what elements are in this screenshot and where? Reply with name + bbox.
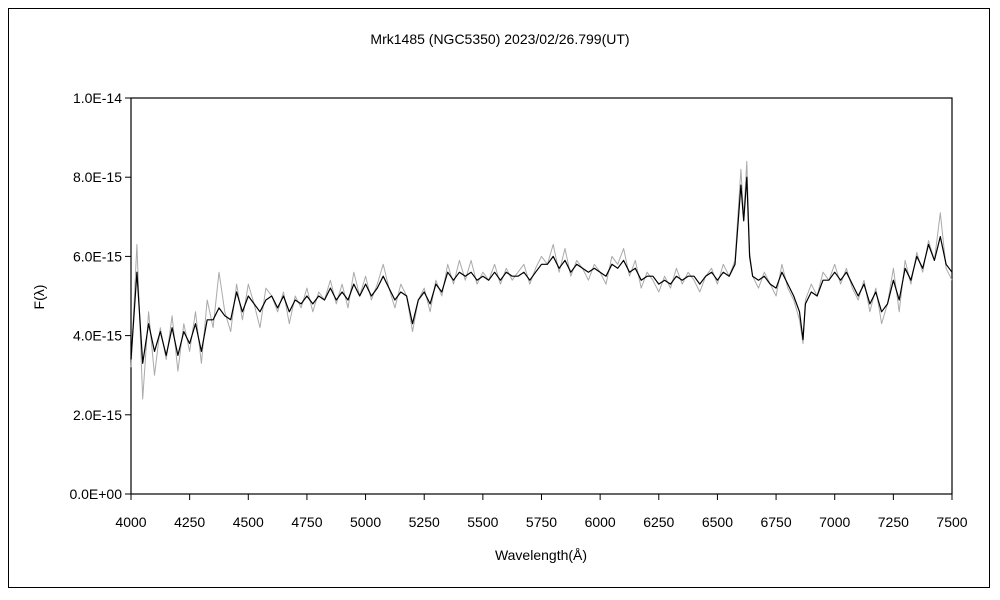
y-tick-label: 4.0E-15 (73, 328, 122, 344)
x-tick-label: 7500 (936, 514, 967, 530)
series-raw-line (130, 160, 953, 400)
x-tick-label: 5000 (350, 514, 381, 530)
x-tick-label: 6750 (760, 514, 791, 530)
x-tick-label: 6250 (643, 514, 674, 530)
series-layer (130, 160, 953, 400)
chart-frame (8, 8, 990, 588)
x-tick-label: 4500 (233, 514, 264, 530)
y-axis-title: F(λ) (31, 285, 47, 310)
y-tick-label: 0.0E+00 (69, 486, 122, 502)
x-axis-title: Wavelength(Å) (495, 547, 587, 563)
x-tick-label: 5750 (526, 514, 557, 530)
y-tick-label: 8.0E-15 (73, 169, 122, 185)
x-tick-label: 6000 (585, 514, 616, 530)
chart-title: Mrk1485 (NGC5350) 2023/02/26.799(UT) (370, 31, 629, 47)
x-axis: 4000 4250 4500 4750 5000 5250 5500 5750 6000 6250… (115, 494, 968, 530)
x-tick-label: 5250 (409, 514, 440, 530)
y-tick-label: 2.0E-15 (73, 407, 122, 423)
plot-area (130, 97, 953, 495)
x-tick-label: 5500 (467, 514, 498, 530)
y-tick-label: 1.0E-14 (73, 90, 122, 106)
y-tick-label: 6.0E-15 (73, 248, 122, 264)
x-tick-label: 7250 (878, 514, 909, 530)
y-axis: 0.0E+00 2.0E-15 4.0E-15 6.0E-15 8.0E-15 1.0E-… (69, 90, 131, 502)
series-smoothed-line (130, 176, 953, 364)
x-tick-label: 4000 (115, 514, 146, 530)
x-tick-label: 7000 (819, 514, 850, 530)
x-tick-label: 4750 (291, 514, 322, 530)
x-tick-label: 4250 (174, 514, 205, 530)
x-tick-label: 6500 (702, 514, 733, 530)
